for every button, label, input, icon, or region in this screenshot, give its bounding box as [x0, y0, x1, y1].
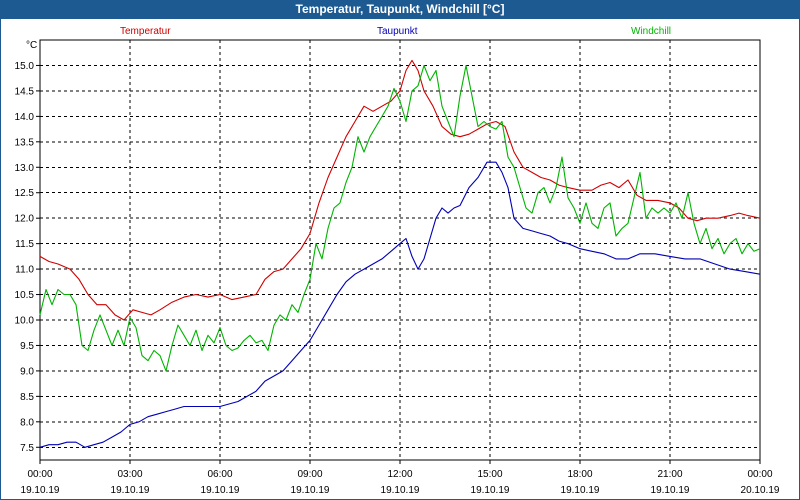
x-tick-date-label: 19.10.19: [201, 485, 240, 496]
legend-taupunkt: Taupunkt: [377, 26, 418, 37]
y-tick-label: 10.5: [15, 290, 35, 301]
y-axis-unit-label: °C: [26, 40, 37, 51]
legend-windchill: Windchill: [631, 26, 671, 37]
x-tick-time-label: 15:00: [477, 469, 502, 480]
x-tick-time-label: 12:00: [387, 469, 412, 480]
y-tick-label: 10.0: [15, 316, 35, 327]
x-tick-date-label: 20.10.19: [741, 485, 780, 496]
x-tick-date-label: 19.10.19: [651, 485, 690, 496]
series-line-windchill: [39, 64, 761, 372]
x-tick-date-label: 19.10.19: [21, 485, 60, 496]
x-tick-date-label: 19.10.19: [561, 485, 600, 496]
y-tick-label: 12.5: [15, 188, 35, 199]
axis-ticks: 7.5 8.0 8.5 9.0 9.5 10.0 10.5 11.0 11.5 12.0 12.5 1…: [15, 61, 780, 496]
grid-lines: [40, 40, 760, 460]
x-tick-date-label: 19.10.19: [111, 485, 150, 496]
y-tick-label: 9.0: [20, 366, 34, 377]
x-tick-date-label: 19.10.19: [471, 485, 510, 496]
chart-title: Temperatur, Taupunkt, Windchill [°C]: [0, 0, 800, 19]
y-tick-label: 14.5: [15, 86, 35, 97]
y-tick-label: 11.0: [15, 265, 34, 276]
y-tick-label: 7.5: [20, 443, 34, 454]
y-tick-label: 13.0: [15, 163, 35, 174]
x-tick-time-label: 00:00: [27, 469, 52, 480]
x-tick-time-label: 18:00: [567, 469, 592, 480]
x-tick-time-label: 00:00: [747, 469, 772, 480]
y-tick-label: 14.0: [15, 112, 35, 123]
x-tick-time-label: 21:00: [657, 469, 682, 480]
y-tick-label: 15.0: [15, 61, 35, 72]
x-tick-date-label: 19.10.19: [381, 485, 420, 496]
x-tick-date-label: 19.10.19: [291, 485, 330, 496]
series-layer: [39, 59, 761, 448]
series-line-taupunkt: [39, 161, 761, 448]
y-tick-label: 8.0: [20, 417, 34, 428]
x-tick-time-label: 03:00: [117, 469, 142, 480]
x-tick-time-label: 06:00: [207, 469, 232, 480]
y-tick-label: 8.5: [20, 392, 34, 403]
y-tick-label: 11.5: [15, 239, 34, 250]
legend-temperatur: Temperatur: [120, 26, 171, 37]
y-tick-label: 13.5: [15, 137, 35, 148]
series-line-temperatur: [39, 59, 761, 321]
y-tick-label: 9.5: [20, 341, 34, 352]
x-tick-time-label: 09:00: [297, 469, 322, 480]
y-tick-label: 12.0: [15, 214, 35, 225]
